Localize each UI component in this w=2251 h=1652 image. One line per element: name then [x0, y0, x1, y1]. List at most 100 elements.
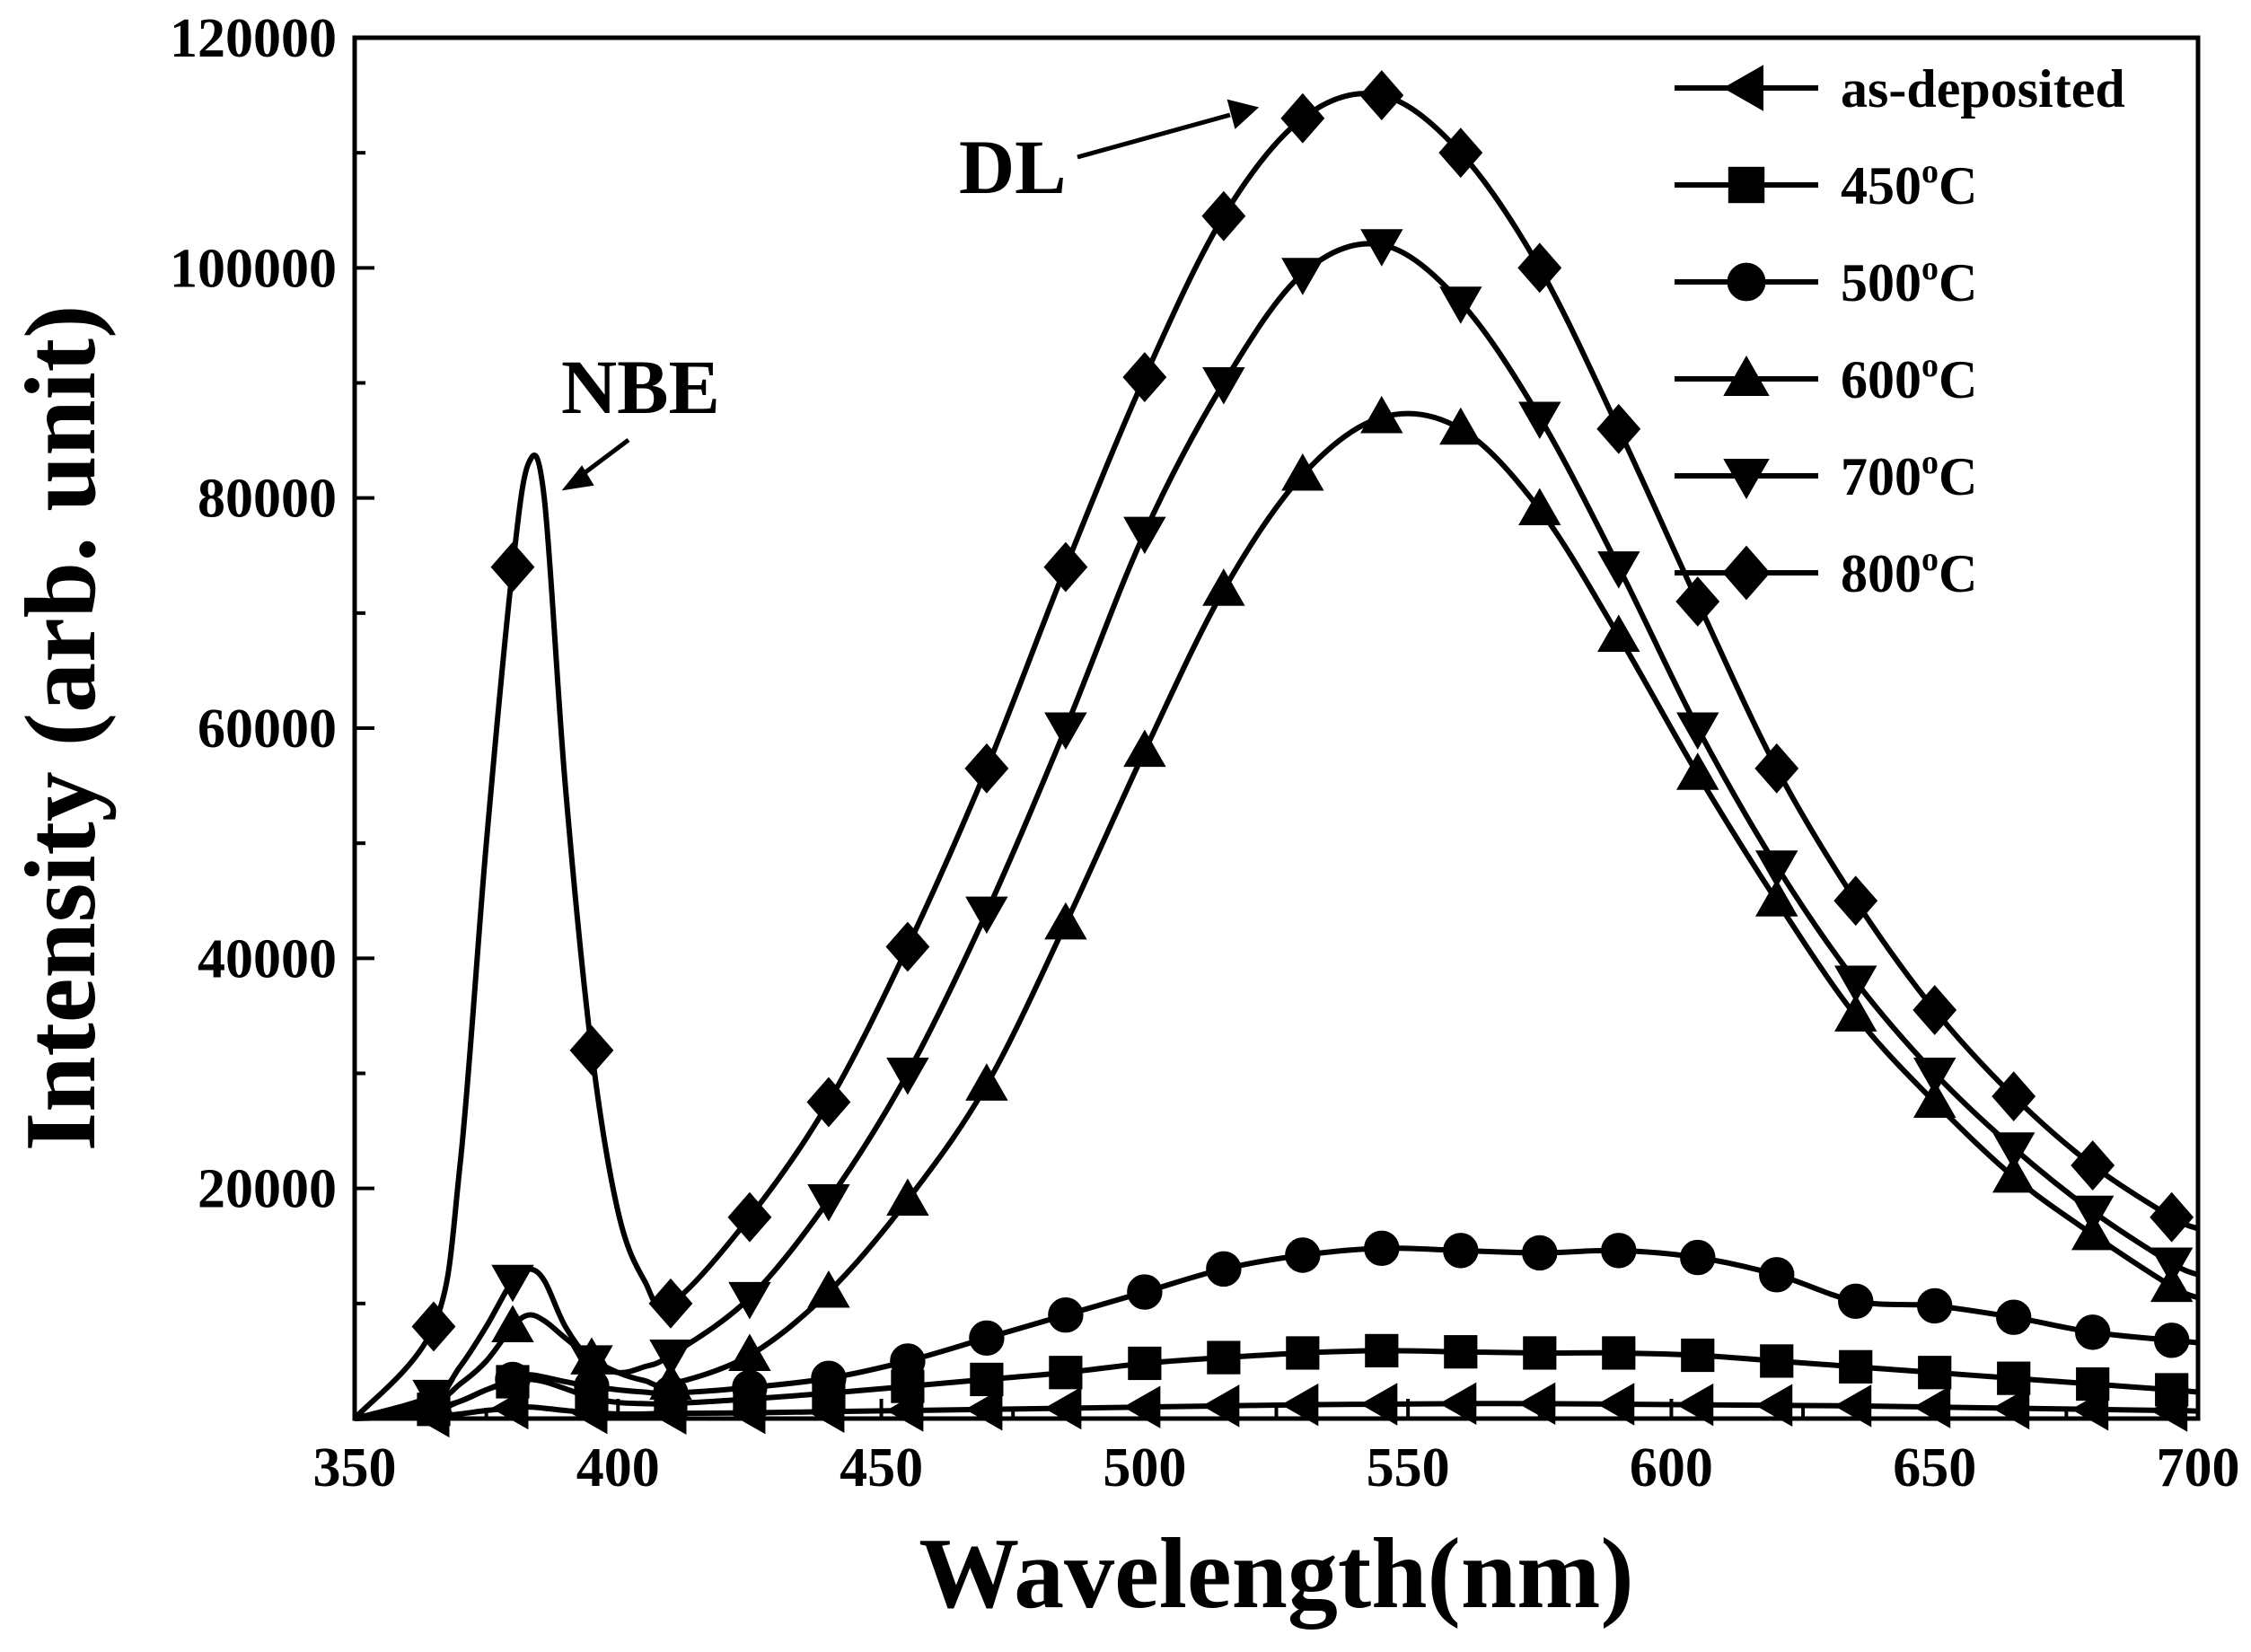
legend-label: 700oC	[1841, 444, 1977, 506]
data-point-marker	[1128, 1346, 1162, 1381]
data-point-marker	[1912, 1058, 1956, 1095]
data-point-marker	[807, 1270, 850, 1308]
data-point-marker	[1281, 453, 1324, 491]
data-point-marker	[2150, 1247, 2194, 1285]
legend-item: 500oC	[1675, 250, 1977, 312]
data-point-marker	[807, 1183, 850, 1222]
legend-label: 450oC	[1841, 153, 1977, 215]
data-point-marker	[1286, 1336, 1320, 1370]
data-point-marker	[1201, 1384, 1240, 1428]
data-point-marker	[1517, 1382, 1556, 1426]
x-tick-label: 400	[576, 1437, 660, 1498]
data-point-marker	[1127, 1274, 1163, 1310]
series-700	[354, 229, 2200, 1421]
data-point-marker	[1917, 1287, 1953, 1324]
data-point-marker	[1444, 1335, 1478, 1369]
data-point-marker	[411, 1301, 456, 1352]
data-point-marker	[1912, 1080, 1956, 1119]
data-point-marker	[885, 921, 930, 972]
data-point-marker	[2076, 1366, 2110, 1402]
data-point-marker	[806, 1076, 851, 1128]
data-point-marker	[1676, 752, 1719, 790]
data-point-marker	[1523, 1336, 1557, 1370]
plot-frame	[352, 35, 2201, 1421]
x-tick-label: 550	[1367, 1437, 1450, 1498]
data-point-marker	[965, 1063, 1008, 1101]
data-point-marker	[1443, 1233, 1479, 1269]
data-point-marker	[649, 1340, 692, 1377]
data-point-marker	[1912, 1385, 1951, 1428]
x-tick-label: 650	[1893, 1437, 1976, 1498]
data-point-marker	[649, 1362, 692, 1401]
y-tick-label: 40000	[198, 928, 337, 989]
data-point-marker	[1360, 395, 1403, 434]
data-point-marker	[1122, 352, 1167, 403]
legend-label: as-deposited	[1841, 59, 2125, 119]
series-line	[354, 1245, 2199, 1421]
data-point-marker	[964, 743, 1009, 794]
legend: as-deposited 450oC 500oC 600oC 700oC 800oC	[1675, 59, 2125, 603]
legend-marker	[1727, 262, 1766, 302]
data-point-marker	[1122, 1385, 1161, 1428]
legend-item: 800oC	[1675, 540, 1977, 603]
data-point-marker	[1439, 286, 1482, 324]
annotation-dl-arrow	[1077, 112, 1231, 160]
data-point-marker	[1992, 1132, 2036, 1170]
annotation-dl: DL	[959, 99, 1260, 210]
data-point-marker	[495, 1361, 531, 1398]
data-point-marker	[1681, 1338, 1715, 1373]
data-point-marker	[2074, 1314, 2111, 1350]
data-point-marker	[1360, 229, 1403, 267]
data-point-marker	[1439, 407, 1482, 445]
data-point-marker	[1280, 92, 1325, 144]
data-point-marker	[1996, 1299, 2032, 1335]
data-point-marker	[1596, 403, 1641, 454]
data-point-marker	[1759, 1257, 1795, 1293]
data-point-marker	[886, 1058, 929, 1095]
legend-item: as-deposited	[1675, 59, 2125, 119]
legend-marker	[1723, 459, 1770, 500]
x-tick-label: 450	[840, 1437, 923, 1498]
data-point-marker	[1201, 190, 1246, 242]
data-point-marker	[1359, 1383, 1398, 1426]
data-point-marker	[965, 896, 1008, 935]
series-group	[352, 70, 2200, 1438]
data-point-marker	[2153, 1322, 2190, 1358]
legend-item: 450oC	[1675, 153, 1977, 215]
data-point-marker	[1754, 743, 1799, 794]
data-point-marker	[1675, 576, 1720, 627]
data-point-marker	[1754, 1384, 1793, 1427]
data-point-marker	[1522, 1235, 1558, 1271]
data-point-marker	[1602, 1336, 1636, 1370]
series-line	[354, 241, 2200, 1421]
data-point-marker	[1048, 1296, 1084, 1333]
plot-border	[352, 35, 2201, 1421]
data-point-marker	[1755, 850, 1798, 888]
data-point-marker	[964, 1388, 1003, 1431]
data-point-marker	[1044, 712, 1087, 751]
data-point-marker	[648, 1278, 693, 1329]
data-point-marker	[1912, 985, 1957, 1035]
data-point-marker	[1839, 1349, 1873, 1384]
legend-item: 600oC	[1675, 347, 1977, 409]
data-point-marker	[2071, 1195, 2115, 1234]
legend-item: 700oC	[1675, 444, 1977, 506]
data-point-marker	[886, 1178, 929, 1216]
y-tick-label: 120000	[170, 8, 337, 69]
annotation-nbe: NBE	[561, 344, 720, 491]
data-point-marker	[1992, 1071, 2036, 1122]
data-point-marker	[728, 1333, 771, 1372]
data-point-marker	[1206, 1251, 1242, 1287]
data-point-marker	[1760, 1344, 1794, 1378]
series-500	[354, 1230, 2199, 1425]
data-point-marker	[1597, 551, 1640, 589]
data-point-marker	[1438, 1382, 1477, 1426]
data-point-marker	[1676, 712, 1719, 751]
legend-label: 500oC	[1841, 250, 1977, 312]
legend-marker	[1728, 166, 1765, 204]
data-point-marker	[1992, 1386, 2030, 1430]
legend-label: 600oC	[1841, 347, 1977, 409]
data-point-marker	[1043, 541, 1088, 593]
